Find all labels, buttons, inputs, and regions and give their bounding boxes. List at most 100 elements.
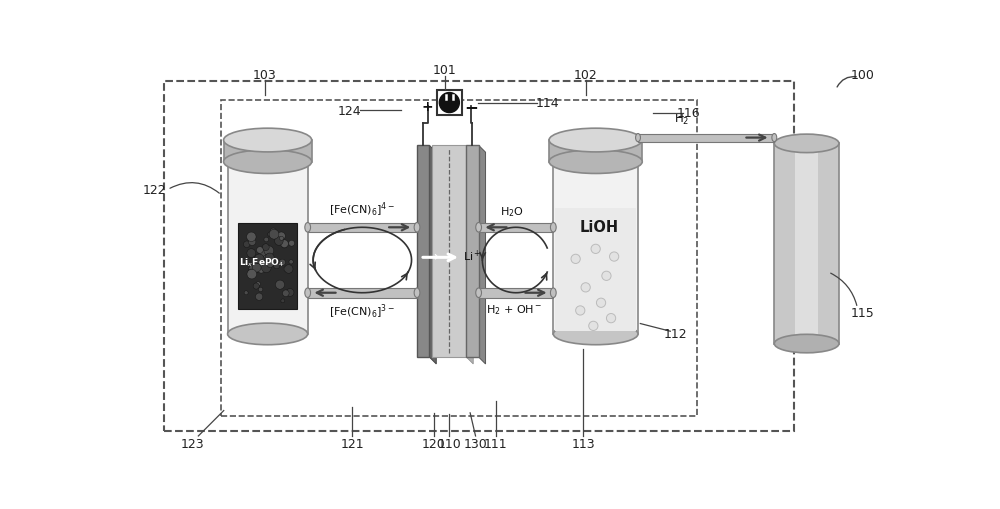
Circle shape — [280, 237, 284, 241]
Ellipse shape — [414, 289, 420, 298]
Text: 103: 103 — [253, 68, 276, 81]
Circle shape — [256, 282, 260, 287]
Circle shape — [284, 267, 288, 272]
Bar — [555, 208, 636, 331]
Circle shape — [275, 237, 283, 246]
Ellipse shape — [224, 129, 312, 153]
Ellipse shape — [228, 324, 308, 345]
Text: 114: 114 — [535, 97, 559, 110]
Circle shape — [261, 264, 271, 273]
Circle shape — [267, 261, 274, 268]
Ellipse shape — [224, 151, 312, 174]
Circle shape — [255, 293, 263, 301]
Text: H$_2$O: H$_2$O — [500, 205, 524, 219]
Circle shape — [277, 233, 285, 240]
Circle shape — [265, 253, 274, 263]
Circle shape — [260, 250, 266, 257]
Circle shape — [596, 299, 606, 308]
Circle shape — [244, 291, 248, 295]
Ellipse shape — [772, 134, 777, 143]
Text: Li$_x$FePO$_4$: Li$_x$FePO$_4$ — [239, 256, 284, 268]
Circle shape — [247, 270, 257, 279]
Ellipse shape — [549, 129, 642, 153]
Ellipse shape — [476, 223, 481, 233]
Text: 116: 116 — [676, 107, 700, 120]
Text: 130: 130 — [464, 437, 487, 450]
Circle shape — [589, 322, 598, 331]
Circle shape — [262, 244, 269, 251]
Ellipse shape — [305, 289, 311, 298]
Circle shape — [257, 247, 263, 254]
Ellipse shape — [774, 135, 839, 153]
Text: H$_2$: H$_2$ — [674, 111, 690, 127]
Polygon shape — [429, 146, 436, 364]
Circle shape — [275, 280, 285, 290]
Bar — [224, 141, 312, 162]
Bar — [308, 289, 417, 298]
Bar — [774, 144, 839, 344]
Bar — [432, 146, 466, 357]
Circle shape — [281, 299, 285, 303]
Text: +: + — [422, 100, 434, 114]
Circle shape — [284, 265, 293, 274]
Text: 110: 110 — [437, 437, 461, 450]
Circle shape — [264, 238, 269, 242]
Text: 115: 115 — [851, 306, 875, 320]
Circle shape — [254, 267, 260, 273]
Circle shape — [279, 260, 286, 266]
Ellipse shape — [305, 223, 311, 233]
Circle shape — [255, 254, 264, 264]
Circle shape — [248, 269, 254, 276]
Text: −: − — [464, 98, 478, 116]
Ellipse shape — [550, 223, 556, 233]
Bar — [479, 223, 553, 233]
Ellipse shape — [414, 223, 420, 233]
Bar — [795, 144, 818, 344]
Text: LiOH: LiOH — [580, 219, 619, 235]
Text: 120: 120 — [422, 437, 446, 450]
Circle shape — [258, 249, 266, 257]
Circle shape — [247, 249, 256, 258]
Circle shape — [252, 262, 260, 270]
Circle shape — [286, 289, 294, 297]
Text: 100: 100 — [851, 68, 875, 81]
Circle shape — [581, 283, 590, 292]
Bar — [308, 223, 417, 233]
Circle shape — [249, 265, 258, 275]
Bar — [466, 146, 479, 357]
Text: 121: 121 — [341, 437, 364, 450]
Ellipse shape — [476, 289, 481, 298]
Circle shape — [264, 253, 272, 261]
Ellipse shape — [549, 151, 642, 174]
Circle shape — [289, 241, 295, 247]
Circle shape — [264, 246, 274, 256]
Circle shape — [247, 233, 256, 242]
Text: 111: 111 — [484, 437, 507, 450]
Bar — [228, 154, 308, 334]
Circle shape — [606, 314, 616, 323]
Circle shape — [253, 284, 259, 290]
Text: 101: 101 — [433, 64, 457, 77]
Polygon shape — [466, 146, 473, 364]
Circle shape — [252, 264, 261, 272]
Text: 112: 112 — [664, 327, 688, 341]
Circle shape — [270, 229, 276, 235]
Circle shape — [439, 93, 459, 114]
Bar — [417, 146, 429, 357]
Bar — [479, 289, 553, 298]
Circle shape — [258, 288, 263, 292]
Bar — [437, 91, 462, 116]
Circle shape — [602, 272, 611, 281]
Bar — [164, 82, 794, 432]
Circle shape — [576, 306, 585, 316]
Circle shape — [243, 241, 250, 248]
Bar — [221, 101, 697, 416]
Ellipse shape — [553, 324, 638, 345]
Text: 102: 102 — [574, 68, 598, 81]
Text: [Fe(CN)$_6$]$^{4-}$: [Fe(CN)$_6$]$^{4-}$ — [329, 200, 395, 219]
Text: H$_2$ + OH$^-$: H$_2$ + OH$^-$ — [486, 302, 543, 316]
Text: [Fe(CN)$_6$]$^{3-}$: [Fe(CN)$_6$]$^{3-}$ — [329, 302, 395, 321]
Text: 113: 113 — [572, 437, 595, 450]
Circle shape — [257, 265, 265, 273]
Circle shape — [268, 233, 272, 237]
